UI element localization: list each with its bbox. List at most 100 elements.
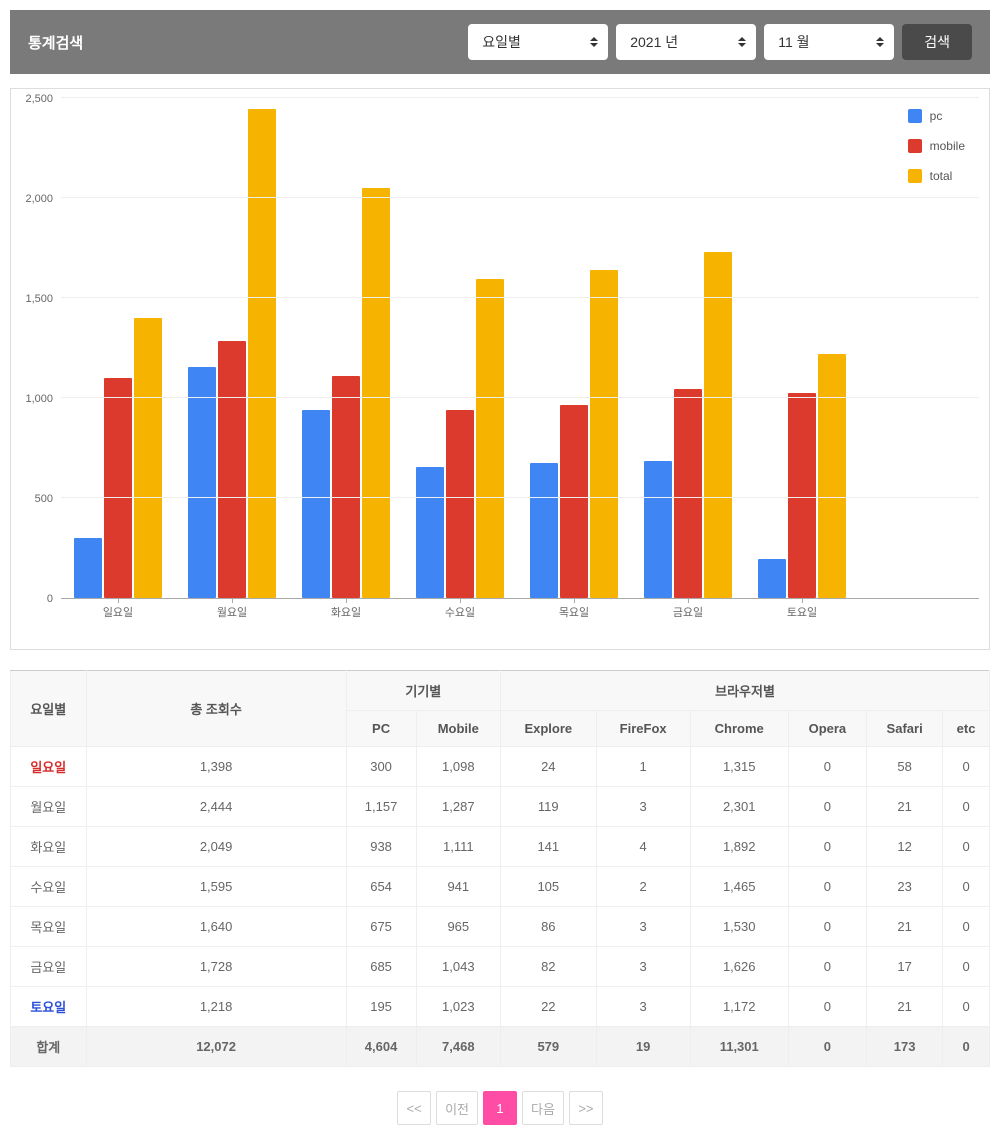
chevron-updown-icon	[590, 37, 598, 47]
bar-mobile[interactable]	[674, 389, 702, 598]
bar-mobile[interactable]	[560, 405, 588, 598]
cell-pc: 654	[346, 867, 416, 907]
year-select[interactable]: 2021 년	[616, 24, 756, 60]
cell-mobile: 1,111	[416, 827, 501, 867]
page-number-button[interactable]: 1	[483, 1091, 517, 1125]
x-tick	[574, 598, 575, 603]
bar-total[interactable]	[248, 109, 276, 598]
cell-mobile: 1,043	[416, 947, 501, 987]
bar-total[interactable]	[362, 188, 390, 598]
cell-chrome: 11,301	[690, 1027, 788, 1067]
col-firefox: FireFox	[596, 711, 690, 747]
bar-total[interactable]	[590, 270, 618, 598]
table-row: 월요일2,4441,1571,28711932,3010210	[11, 787, 990, 827]
cell-chrome: 1,465	[690, 867, 788, 907]
legend-item-total[interactable]: total	[908, 169, 965, 183]
cell-pc: 938	[346, 827, 416, 867]
cell-day: 토요일	[11, 987, 87, 1027]
bar-pc[interactable]	[758, 559, 786, 598]
bar-mobile[interactable]	[332, 376, 360, 598]
col-day: 요일별	[11, 671, 87, 747]
table-row: 화요일2,0499381,11114141,8920120	[11, 827, 990, 867]
bars-container: 일요일월요일화요일수요일목요일금요일토요일	[61, 99, 859, 598]
cell-explore: 82	[501, 947, 596, 987]
page-first-button[interactable]: <<	[397, 1091, 431, 1125]
cell-explore: 141	[501, 827, 596, 867]
bar-mobile[interactable]	[104, 378, 132, 598]
cell-pc: 1,157	[346, 787, 416, 827]
x-tick	[232, 598, 233, 603]
stats-table: 요일별 총 조회수 기기별 브라우저별 PC Mobile Explore Fi…	[10, 670, 990, 1067]
month-select[interactable]: 11 월	[764, 24, 894, 60]
x-axis-label: 월요일	[217, 604, 247, 620]
col-mobile: Mobile	[416, 711, 501, 747]
bar-pc[interactable]	[74, 538, 102, 598]
x-axis-label: 수요일	[445, 604, 475, 620]
bar-pc[interactable]	[302, 410, 330, 598]
gridline	[61, 97, 979, 98]
page-last-button[interactable]: >>	[569, 1091, 603, 1125]
cell-firefox: 3	[596, 907, 690, 947]
bar-pc[interactable]	[416, 467, 444, 598]
bar-mobile[interactable]	[218, 341, 246, 598]
legend-swatch	[908, 109, 922, 123]
cell-total: 1,398	[86, 747, 346, 787]
search-button[interactable]: 검색	[902, 24, 972, 60]
cell-chrome: 1,626	[690, 947, 788, 987]
bar-total[interactable]	[476, 279, 504, 598]
table-row: 목요일1,6406759658631,5300210	[11, 907, 990, 947]
table-row: 금요일1,7286851,0438231,6260170	[11, 947, 990, 987]
gridline	[61, 397, 979, 398]
x-axis-label: 화요일	[331, 604, 361, 620]
cell-chrome: 2,301	[690, 787, 788, 827]
bar-pc[interactable]	[188, 367, 216, 598]
bar-total[interactable]	[704, 252, 732, 598]
bar-total[interactable]	[818, 354, 846, 598]
cell-pc: 300	[346, 747, 416, 787]
cell-mobile: 1,098	[416, 747, 501, 787]
cell-opera: 0	[788, 947, 866, 987]
bar-total[interactable]	[134, 318, 162, 598]
col-pc: PC	[346, 711, 416, 747]
legend-item-pc[interactable]: pc	[908, 109, 965, 123]
col-explore: Explore	[501, 711, 596, 747]
bar-pc[interactable]	[530, 463, 558, 598]
legend-label: pc	[930, 109, 943, 123]
cell-opera: 0	[788, 747, 866, 787]
page-next-button[interactable]: 다음	[522, 1091, 564, 1125]
bar-mobile[interactable]	[446, 410, 474, 598]
cell-etc: 0	[943, 1027, 990, 1067]
x-tick	[118, 598, 119, 603]
y-tick-label: 2,000	[25, 193, 53, 205]
table-row: 일요일1,3983001,0982411,3150580	[11, 747, 990, 787]
cell-explore: 22	[501, 987, 596, 1027]
cell-explore: 105	[501, 867, 596, 907]
cell-safari: 21	[867, 787, 943, 827]
chevron-updown-icon	[876, 37, 884, 47]
cell-opera: 0	[788, 787, 866, 827]
chevron-updown-icon	[738, 37, 746, 47]
x-axis-label: 일요일	[103, 604, 133, 620]
bar-group: 금요일	[631, 99, 745, 598]
col-opera: Opera	[788, 711, 866, 747]
plot-area: 일요일월요일화요일수요일목요일금요일토요일 pc mobile total	[61, 99, 979, 599]
cell-total: 12,072	[86, 1027, 346, 1067]
month-select-value: 11 월	[778, 32, 809, 52]
col-group-browser: 브라우저별	[501, 671, 990, 711]
cell-explore: 119	[501, 787, 596, 827]
page-prev-button[interactable]: 이전	[436, 1091, 478, 1125]
chart-legend: pc mobile total	[908, 109, 965, 183]
cell-firefox: 2	[596, 867, 690, 907]
bar-group: 수요일	[403, 99, 517, 598]
cell-etc: 0	[943, 827, 990, 867]
period-select[interactable]: 요일별	[468, 24, 608, 60]
x-tick	[688, 598, 689, 603]
bar-pc[interactable]	[644, 461, 672, 598]
cell-day: 화요일	[11, 827, 87, 867]
table-row: 수요일1,59565494110521,4650230	[11, 867, 990, 907]
cell-firefox: 3	[596, 787, 690, 827]
cell-safari: 58	[867, 747, 943, 787]
bar-mobile[interactable]	[788, 393, 816, 598]
cell-pc: 685	[346, 947, 416, 987]
legend-item-mobile[interactable]: mobile	[908, 139, 965, 153]
